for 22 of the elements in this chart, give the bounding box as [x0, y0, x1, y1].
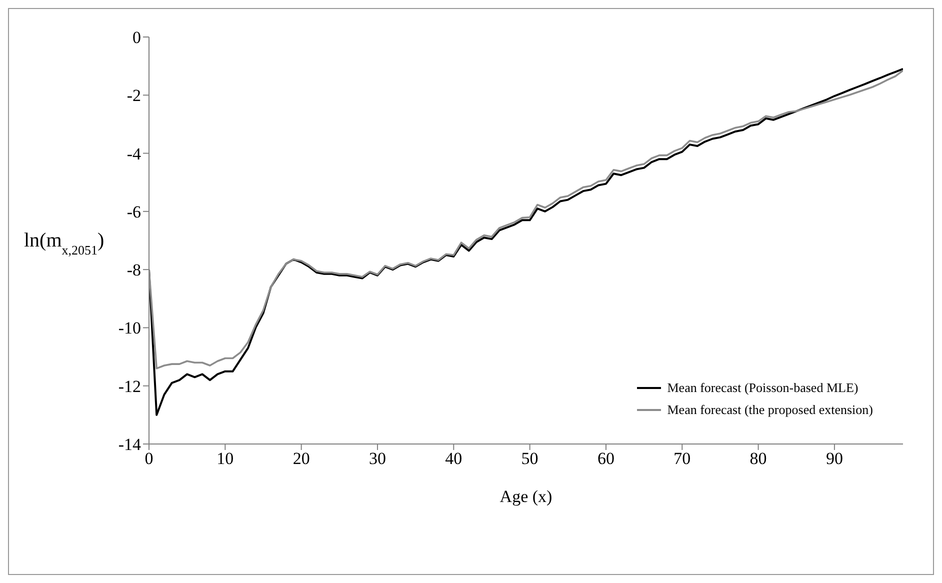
- legend-label: Mean forecast (Poisson-based MLE): [667, 380, 858, 396]
- y-tick-label: -12: [118, 376, 141, 396]
- y-tick-label: -14: [118, 435, 142, 454]
- y-axis-title: ln(m$_{x,2051}$): [24, 230, 104, 257]
- x-tick-label: 50: [521, 449, 538, 468]
- x-tick-label: 80: [750, 449, 767, 468]
- y-tick-label: -10: [118, 318, 141, 338]
- legend-label: Mean forecast (the proposed extension): [667, 402, 873, 418]
- x-tick-label: 90: [826, 449, 843, 468]
- x-tick-label: 30: [368, 449, 386, 468]
- x-axis-title: Age (x): [500, 487, 552, 506]
- x-tick-label: 10: [216, 449, 234, 468]
- y-tick-label: -2: [126, 86, 141, 106]
- x-tick-label: 40: [445, 449, 462, 468]
- y-tick-label: -6: [126, 202, 141, 222]
- y-tick-label: 0: [132, 28, 141, 48]
- x-tick-label: 70: [674, 449, 691, 468]
- x-tick-label: 20: [292, 449, 310, 468]
- x-tick-label: 0: [144, 449, 154, 468]
- y-tick-label: -8: [126, 260, 141, 280]
- x-tick-label: 60: [597, 449, 614, 468]
- y-tick-label: -4: [126, 144, 142, 164]
